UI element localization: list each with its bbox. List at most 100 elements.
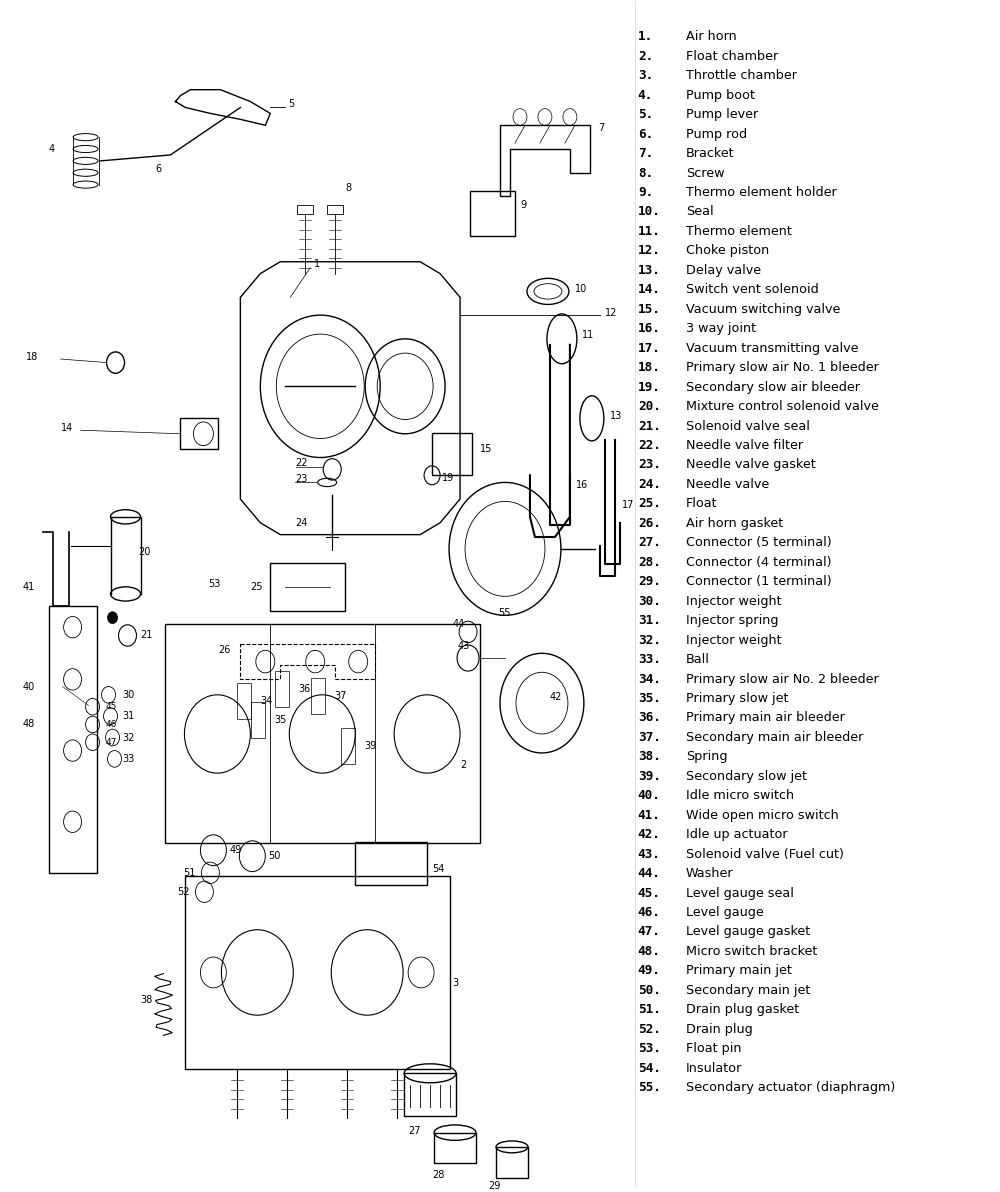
Text: Thermo element: Thermo element [686,225,792,238]
Text: 45: 45 [106,702,117,712]
Text: 20: 20 [139,547,151,558]
Text: 10: 10 [575,284,587,294]
Text: Level gauge gasket: Level gauge gasket [686,925,810,938]
Text: Switch vent solenoid: Switch vent solenoid [686,284,818,297]
Text: 25.: 25. [638,497,661,510]
Text: Float pin: Float pin [686,1042,741,1055]
Text: 38: 38 [141,995,153,1005]
Text: Bracket: Bracket [686,147,734,160]
Text: 53: 53 [208,579,221,590]
Text: 49.: 49. [638,964,661,977]
Text: 43: 43 [458,641,470,651]
Text: 21: 21 [141,631,153,640]
Text: 16: 16 [576,480,588,490]
Text: 17.: 17. [638,342,661,355]
Text: 48: 48 [23,720,35,730]
Text: Idle up actuator: Idle up actuator [686,828,787,842]
Text: 2: 2 [460,759,466,770]
Text: Connector (1 terminal): Connector (1 terminal) [686,576,831,588]
Text: 33.: 33. [638,653,661,666]
Text: 31: 31 [123,712,135,721]
Text: 22.: 22. [638,439,661,452]
Text: Injector spring: Injector spring [686,614,778,627]
Text: 9.: 9. [638,186,653,199]
Text: 32.: 32. [638,634,661,646]
Text: 13: 13 [610,411,622,421]
Text: Screw: Screw [686,167,724,180]
Text: Thermo element holder: Thermo element holder [686,186,836,199]
Bar [180,418,218,449]
Text: 54: 54 [432,864,444,874]
Text: 50.: 50. [638,983,661,997]
Text: Needle valve: Needle valve [686,478,769,491]
Text: Injector weight: Injector weight [686,595,781,608]
Text: 24.: 24. [638,478,661,491]
Text: 15: 15 [480,445,492,454]
Text: Float: Float [686,497,717,510]
Text: 27: 27 [408,1126,421,1136]
Text: 50: 50 [268,851,281,861]
Bar [275,671,289,707]
Text: Drain plug: Drain plug [686,1023,752,1036]
Text: Air horn gasket: Air horn gasket [686,517,783,529]
Bar [404,1073,456,1116]
Text: 16.: 16. [638,322,661,335]
Text: Seal: Seal [686,205,713,218]
Text: 9: 9 [520,200,526,210]
Text: 28: 28 [432,1171,444,1180]
Bar [341,728,355,764]
Text: 8.: 8. [638,167,653,180]
Text: 19: 19 [442,473,454,483]
Text: Drain plug gasket: Drain plug gasket [686,1004,799,1017]
Text: Level gauge seal: Level gauge seal [686,887,794,900]
Text: Injector weight: Injector weight [686,634,781,646]
Text: 25: 25 [250,582,263,592]
Text: 33: 33 [123,753,135,764]
Text: 44.: 44. [638,867,661,880]
Text: 6: 6 [155,164,162,174]
Text: 3.: 3. [638,69,653,82]
Bar [355,842,427,884]
Text: Mixture control solenoid valve: Mixture control solenoid valve [686,401,879,414]
Text: 11.: 11. [638,225,661,238]
Text: 31.: 31. [638,614,661,627]
Text: 52.: 52. [638,1023,661,1036]
Text: Needle valve filter: Needle valve filter [686,439,803,452]
Text: Washer: Washer [686,867,733,880]
Text: 1.: 1. [638,30,653,43]
Text: 15.: 15. [638,303,661,316]
Text: Secondary slow jet: Secondary slow jet [686,770,807,783]
Text: 51.: 51. [638,1004,661,1017]
Text: 13.: 13. [638,263,661,277]
Text: 26.: 26. [638,517,661,529]
Text: 45.: 45. [638,887,661,900]
Text: 40: 40 [23,682,35,691]
Text: 18.: 18. [638,361,661,374]
Text: 26: 26 [218,645,231,654]
Text: 35.: 35. [638,693,661,704]
Text: 32: 32 [123,733,135,743]
Text: Primary slow jet: Primary slow jet [686,693,788,704]
Text: 36.: 36. [638,712,661,725]
Text: 36: 36 [298,684,311,694]
Text: 55.: 55. [638,1081,661,1094]
Text: 54.: 54. [638,1062,661,1075]
Text: Delay valve: Delay valve [686,263,761,277]
Text: 46.: 46. [638,906,661,919]
Text: 39: 39 [364,741,376,751]
Text: Secondary slow air bleeder: Secondary slow air bleeder [686,380,860,393]
Bar [165,623,480,843]
Text: 49: 49 [229,845,242,855]
Bar [470,191,515,236]
Bar [185,876,450,1068]
Text: Vacuum transmitting valve: Vacuum transmitting valve [686,342,858,355]
Bar [311,678,325,714]
Text: Micro switch bracket: Micro switch bracket [686,945,817,958]
Text: Secondary main air bleeder: Secondary main air bleeder [686,731,863,744]
Text: 23: 23 [295,474,308,484]
Text: 28.: 28. [638,555,661,569]
Bar [327,205,343,215]
Text: 35: 35 [274,715,287,725]
Text: Primary main jet: Primary main jet [686,964,792,977]
Text: Secondary main jet: Secondary main jet [686,983,810,997]
